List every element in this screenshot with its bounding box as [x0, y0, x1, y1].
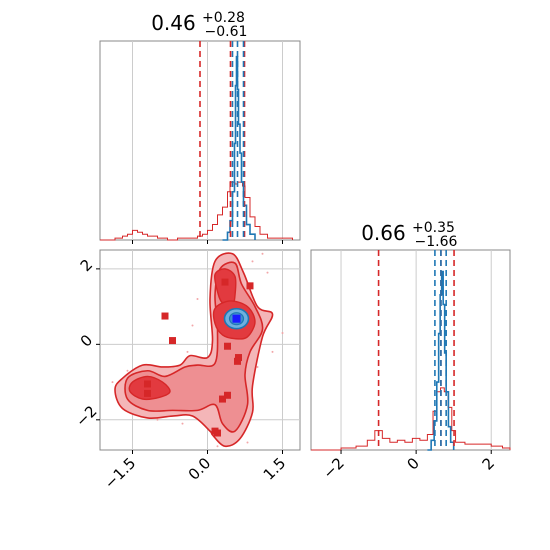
x-tick-label-param-1-1: 0.0 [185, 454, 215, 484]
title-param-1-minus: −0.61 [205, 24, 248, 40]
joint-2d-red-mode-5 [234, 357, 241, 365]
title-param-2-value: 0.66 [361, 221, 406, 245]
x-tick-label-param-2-2: 2 [479, 454, 498, 473]
marginal-param-1-panel [99, 40, 301, 244]
joint-2d-sample-point-12 [281, 332, 284, 335]
joint-2d-sample-point-1 [126, 369, 129, 372]
x-tick-label-param-1-2: 1.5 [260, 454, 290, 484]
marginal-param-2-red-hist [311, 387, 511, 451]
joint-2d-red-mode-2 [221, 278, 229, 286]
joint-2d-contour-inner-top [213, 268, 237, 305]
joint-2d-sample-point-2 [191, 324, 194, 327]
joint-2d-red-mode-10 [246, 282, 254, 290]
joint-2d-blue-mode [232, 314, 241, 323]
joint-2d-sample-point-15 [216, 445, 219, 448]
joint-2d-sample-point-8 [181, 422, 184, 425]
joint-2d-red-mode-9 [211, 427, 219, 435]
marginal-param-2-panel [310, 249, 511, 454]
x-tick-label-param-1-0: −1.5 [101, 454, 139, 492]
joint-2d-sample-point-14 [111, 381, 114, 384]
y-tick-label-param-2-2: 2 [77, 256, 96, 275]
y-tick-label-param-2-1: 0 [77, 331, 96, 350]
title-param-2-minus: −1.66 [415, 234, 458, 250]
marginal-param-1-blue-hist [222, 55, 256, 241]
joint-2d-sample-point-13 [261, 252, 264, 255]
title-param-1: 0.46 +0.28 −0.61 [151, 7, 250, 40]
y-tick-label-param-2-0: −2 [72, 402, 100, 430]
joint-2d-red-mode-0 [144, 380, 151, 388]
joint-2d-red-mode-3 [224, 342, 231, 350]
marginal-param-2-frame [310, 249, 511, 451]
joint-2d-red-mode-7 [219, 395, 226, 403]
joint-2d-red-mode-1 [144, 389, 151, 397]
joint-2d-sample-point-11 [186, 350, 189, 353]
joint-2d-sample-point-6 [256, 365, 259, 368]
joint-2d-panel [96, 249, 301, 454]
marginal-param-1-frame [99, 40, 301, 241]
joint-2d-sample-point-3 [196, 298, 199, 301]
joint-2d-sample-point-5 [266, 271, 269, 274]
joint-2d-red-mode-12 [169, 337, 176, 345]
title-param-1-plus: +0.28 [202, 10, 245, 26]
x-tick-label-param-2-0: −2 [319, 454, 347, 482]
title-param-2-plus: +0.35 [412, 220, 455, 236]
title-param-2: 0.66 +0.35 −1.66 [361, 217, 460, 250]
joint-2d-sample-point-7 [271, 350, 274, 353]
joint-2d-sample-point-4 [251, 260, 254, 263]
marginal-param-1-red-hist [100, 181, 293, 241]
joint-2d-red-mode-6 [224, 391, 231, 399]
joint-2d-red-mode-4 [235, 354, 242, 362]
x-tick-label-param-2-1: 0 [403, 454, 422, 473]
title-param-1-value: 0.46 [151, 11, 196, 35]
joint-2d-sample-point-10 [156, 418, 159, 421]
joint-2d-contour-inner-left [128, 375, 171, 401]
joint-2d-red-mode-11 [161, 312, 169, 320]
joint-2d-sample-point-9 [246, 441, 249, 444]
